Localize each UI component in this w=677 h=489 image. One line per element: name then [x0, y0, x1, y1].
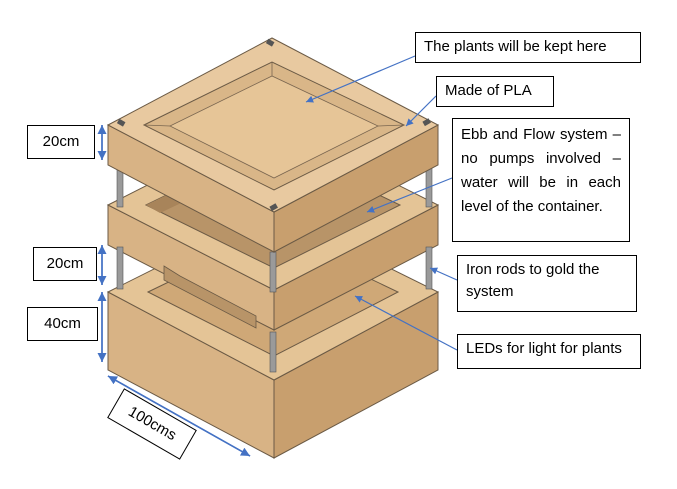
dimension-base: 40cm	[27, 307, 98, 341]
annotation-plants: The plants will be kept here	[415, 32, 641, 63]
dimension-arrows	[97, 125, 251, 457]
annotation-leds: LEDs for light for plants	[457, 334, 641, 369]
top-tier	[106, 37, 440, 253]
leader-lines	[305, 55, 458, 351]
annotation-ebb-flow: Ebb and Flow system – no pumps involved …	[452, 118, 630, 242]
annotation-material: Made of PLA	[436, 76, 554, 107]
dimension-middle-tier: 20cm	[33, 247, 97, 281]
dimension-top-tier: 20cm	[27, 125, 95, 159]
annotation-rods: Iron rods to gold the system	[457, 255, 637, 312]
